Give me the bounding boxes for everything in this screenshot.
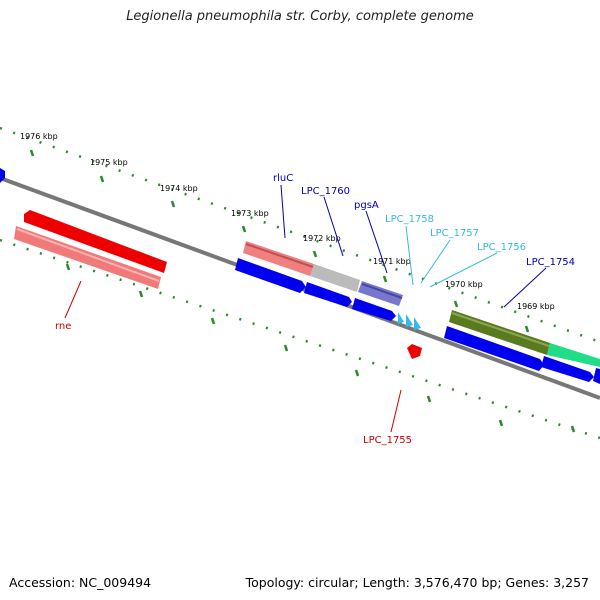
- gene-arrow[interactable]: [593, 368, 600, 384]
- gene-label-LPC_1760: LPC_1760: [301, 186, 350, 197]
- tick-label: 1973 kbp: [231, 209, 269, 218]
- tick-label: 1970 kbp: [445, 280, 483, 289]
- gene-rne[interactable]: [14, 210, 167, 289]
- tick-label: 1976 kbp: [20, 132, 58, 141]
- gene-arrow[interactable]: [352, 298, 396, 321]
- gene-label-rne: rne: [55, 321, 71, 332]
- gene-LPC_1760[interactable]: [310, 264, 360, 292]
- gene-arrow[interactable]: [0, 168, 5, 183]
- gene-rluC[interactable]: [243, 241, 314, 276]
- gene-label-rluC: rluC: [273, 173, 293, 184]
- tick-label: 1975 kbp: [90, 158, 128, 167]
- genome-summary: Topology: circular; Length: 3,576,470 bp…: [245, 575, 589, 590]
- gene-arrow[interactable]: [406, 314, 413, 327]
- gene-LPC_1755[interactable]: [407, 344, 422, 359]
- tick-label: 1971 kbp: [373, 257, 411, 266]
- tick-label: 1972 kbp: [303, 234, 341, 243]
- gene-arrow[interactable]: [235, 258, 306, 293]
- gene-arrow[interactable]: [541, 356, 594, 382]
- map-title: Legionella pneumophila str. Corby, compl…: [126, 9, 474, 24]
- label-connector: [280, 184, 286, 239]
- gene-label-LPC_1756: LPC_1756: [477, 242, 526, 253]
- label-connector: [429, 252, 498, 288]
- tick-label: 1974 kbp: [160, 184, 198, 193]
- label-connector: [405, 225, 414, 286]
- gene-arrow-group: [235, 258, 600, 384]
- gene-label-LPC_1757: LPC_1757: [430, 228, 479, 239]
- label-connector: [420, 239, 451, 284]
- gene-arrow[interactable]: [398, 312, 404, 324]
- gene-label-LPC_1758: LPC_1758: [385, 214, 434, 225]
- label-connector: [390, 389, 402, 433]
- gene-arrow[interactable]: [414, 317, 421, 330]
- accession-label: Accession: NC_009494: [9, 575, 152, 590]
- label-connector: [64, 280, 82, 319]
- label-connector: [365, 210, 388, 274]
- label-connector: [503, 267, 547, 308]
- gene-green-feature[interactable]: [547, 343, 600, 367]
- label-connector: [323, 196, 344, 257]
- gene-label-LPC_1754: LPC_1754: [526, 257, 575, 268]
- gene-pgsA[interactable]: [358, 281, 403, 306]
- gene-arrow[interactable]: [304, 282, 352, 307]
- small-gene-arrows: [398, 312, 421, 330]
- upper-major-ticks: [29, 149, 530, 333]
- gene-LPC_1754[interactable]: [449, 310, 550, 355]
- gene-arrow[interactable]: [444, 326, 544, 371]
- tick-label: 1969 kbp: [517, 302, 555, 311]
- gene-label-pgsA: pgsA: [354, 200, 379, 211]
- gene-label-LPC_1755: LPC_1755: [363, 435, 412, 446]
- lower-major-ticks: [65, 263, 576, 433]
